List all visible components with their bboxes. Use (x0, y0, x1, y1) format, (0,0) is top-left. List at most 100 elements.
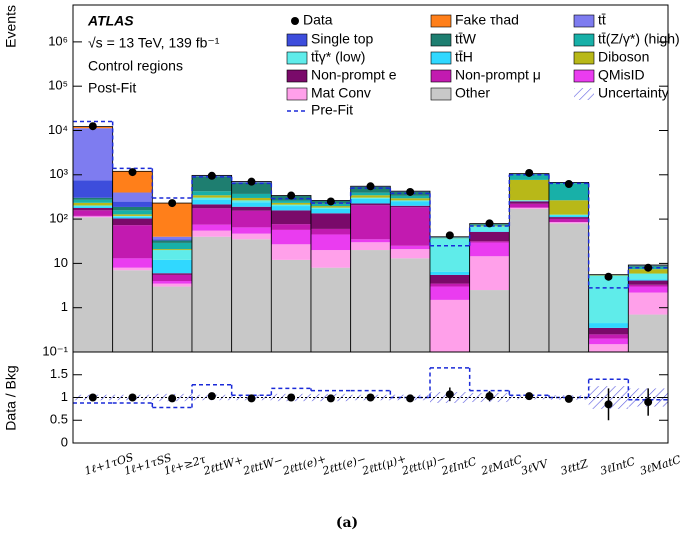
bar-segment (390, 249, 430, 259)
bar-segment (390, 258, 430, 352)
legend-label: Non-prompt μ (455, 67, 541, 83)
bar-segment (152, 239, 192, 241)
overlay: 10⁻¹ 1 10 10² 10³ 10⁴ 10⁵ 10⁶ 0 0.5 1 1.5 Data Fake τ… (42, 12, 679, 450)
bar-segment (628, 292, 668, 315)
bar-segment (430, 238, 470, 272)
ratio-point (326, 394, 335, 403)
y-tick-label: 1 (61, 299, 68, 314)
bar-segment (350, 192, 391, 196)
data-point (168, 199, 177, 208)
data-point (287, 191, 296, 200)
legend-label: tt̄γ* (low) (311, 49, 365, 65)
bar-segment (390, 200, 430, 202)
legend-swatch (430, 14, 452, 28)
bar-segment (152, 273, 192, 275)
bar-segment (192, 195, 232, 198)
ratio-point (207, 392, 216, 401)
legend-swatch (286, 69, 308, 83)
bar-segment (271, 206, 311, 211)
bar-segment (311, 234, 351, 251)
bar-segment (588, 334, 629, 339)
bar-segment (271, 204, 311, 207)
ratio-point (564, 394, 573, 403)
bar-segment (350, 250, 391, 352)
legend-label: Non-prompt e (311, 67, 397, 83)
data-point (207, 171, 216, 180)
bar-segment (350, 242, 391, 251)
bar-segment (112, 215, 153, 217)
legend-swatch (574, 88, 594, 100)
bar-segment (549, 200, 589, 215)
data-point (406, 187, 415, 196)
annotation: Control regions (88, 58, 183, 74)
bar-segment (350, 239, 391, 243)
bar-segment (311, 207, 351, 209)
legend-swatch (286, 51, 308, 65)
bar-segment (192, 197, 232, 200)
data-point (88, 122, 97, 131)
bar-segment (112, 267, 153, 271)
bar-segment (469, 226, 510, 232)
bar-segment (509, 179, 549, 201)
bar-segment (192, 208, 232, 225)
bar-segment (509, 201, 549, 204)
legend-label: tt̄ (598, 12, 606, 28)
bar-segment (311, 250, 351, 268)
ratio-y-axis-label: Data / Bkg (3, 365, 19, 430)
bar-segment (271, 229, 311, 245)
bar-segment (192, 191, 232, 196)
bar-segment (509, 207, 549, 209)
bar-segment (231, 202, 272, 207)
atlas-label: ATLAS (87, 13, 134, 29)
legend-label: Uncertainty (598, 85, 669, 101)
data-point (485, 219, 494, 228)
bar-segment (73, 206, 113, 208)
bar-segment (390, 207, 430, 246)
bar-segment (390, 201, 430, 206)
legend-label: Single top (311, 31, 373, 47)
bar-segment (112, 270, 153, 352)
legend-label: Fake τhad (455, 12, 519, 28)
bar-segment (152, 240, 192, 243)
legend-swatch (430, 51, 452, 65)
bar-segment (73, 210, 113, 216)
x-tick-label: 3ℓVV (519, 457, 550, 478)
bar-segment (112, 216, 153, 219)
x-tick-label: 3ℓIntC (599, 455, 638, 478)
bar-segment (112, 258, 153, 268)
bar-segment (192, 199, 232, 205)
bar-segment (231, 239, 272, 352)
bar-segment (271, 202, 311, 205)
bar-segment (73, 180, 113, 198)
bar-segment (271, 210, 311, 225)
bar-segment (152, 259, 192, 274)
bar-segment (152, 283, 192, 287)
bar-segment (549, 218, 589, 222)
bar-segment (509, 208, 549, 352)
bar-segment (588, 338, 629, 345)
bar-segment (73, 197, 113, 200)
y-axis-label: Events (3, 5, 19, 48)
bar-segment (350, 197, 391, 199)
bar-segment (192, 176, 232, 192)
legend-label: Mat Conv (311, 85, 371, 101)
data-point (128, 168, 137, 177)
bar-segment (271, 224, 311, 230)
bar-segment (430, 299, 470, 352)
y-tick-label: 10⁶ (48, 33, 68, 48)
legend-swatch (286, 33, 308, 47)
legend-label: Pre-Fit (311, 102, 353, 118)
bar-segment (549, 217, 589, 219)
ratio-point (247, 394, 256, 403)
bar-segment (231, 210, 272, 228)
bar-segment (390, 198, 430, 201)
bar-segment (73, 128, 113, 181)
bar-segment (430, 271, 470, 275)
bar-segment (112, 210, 153, 215)
legend-label: QMisID (598, 67, 645, 83)
data-point (525, 168, 534, 177)
ratio-point (168, 394, 177, 403)
bar-segment (588, 275, 629, 324)
bar-segment (231, 233, 272, 240)
y-tick-label: 10⁴ (48, 122, 68, 137)
